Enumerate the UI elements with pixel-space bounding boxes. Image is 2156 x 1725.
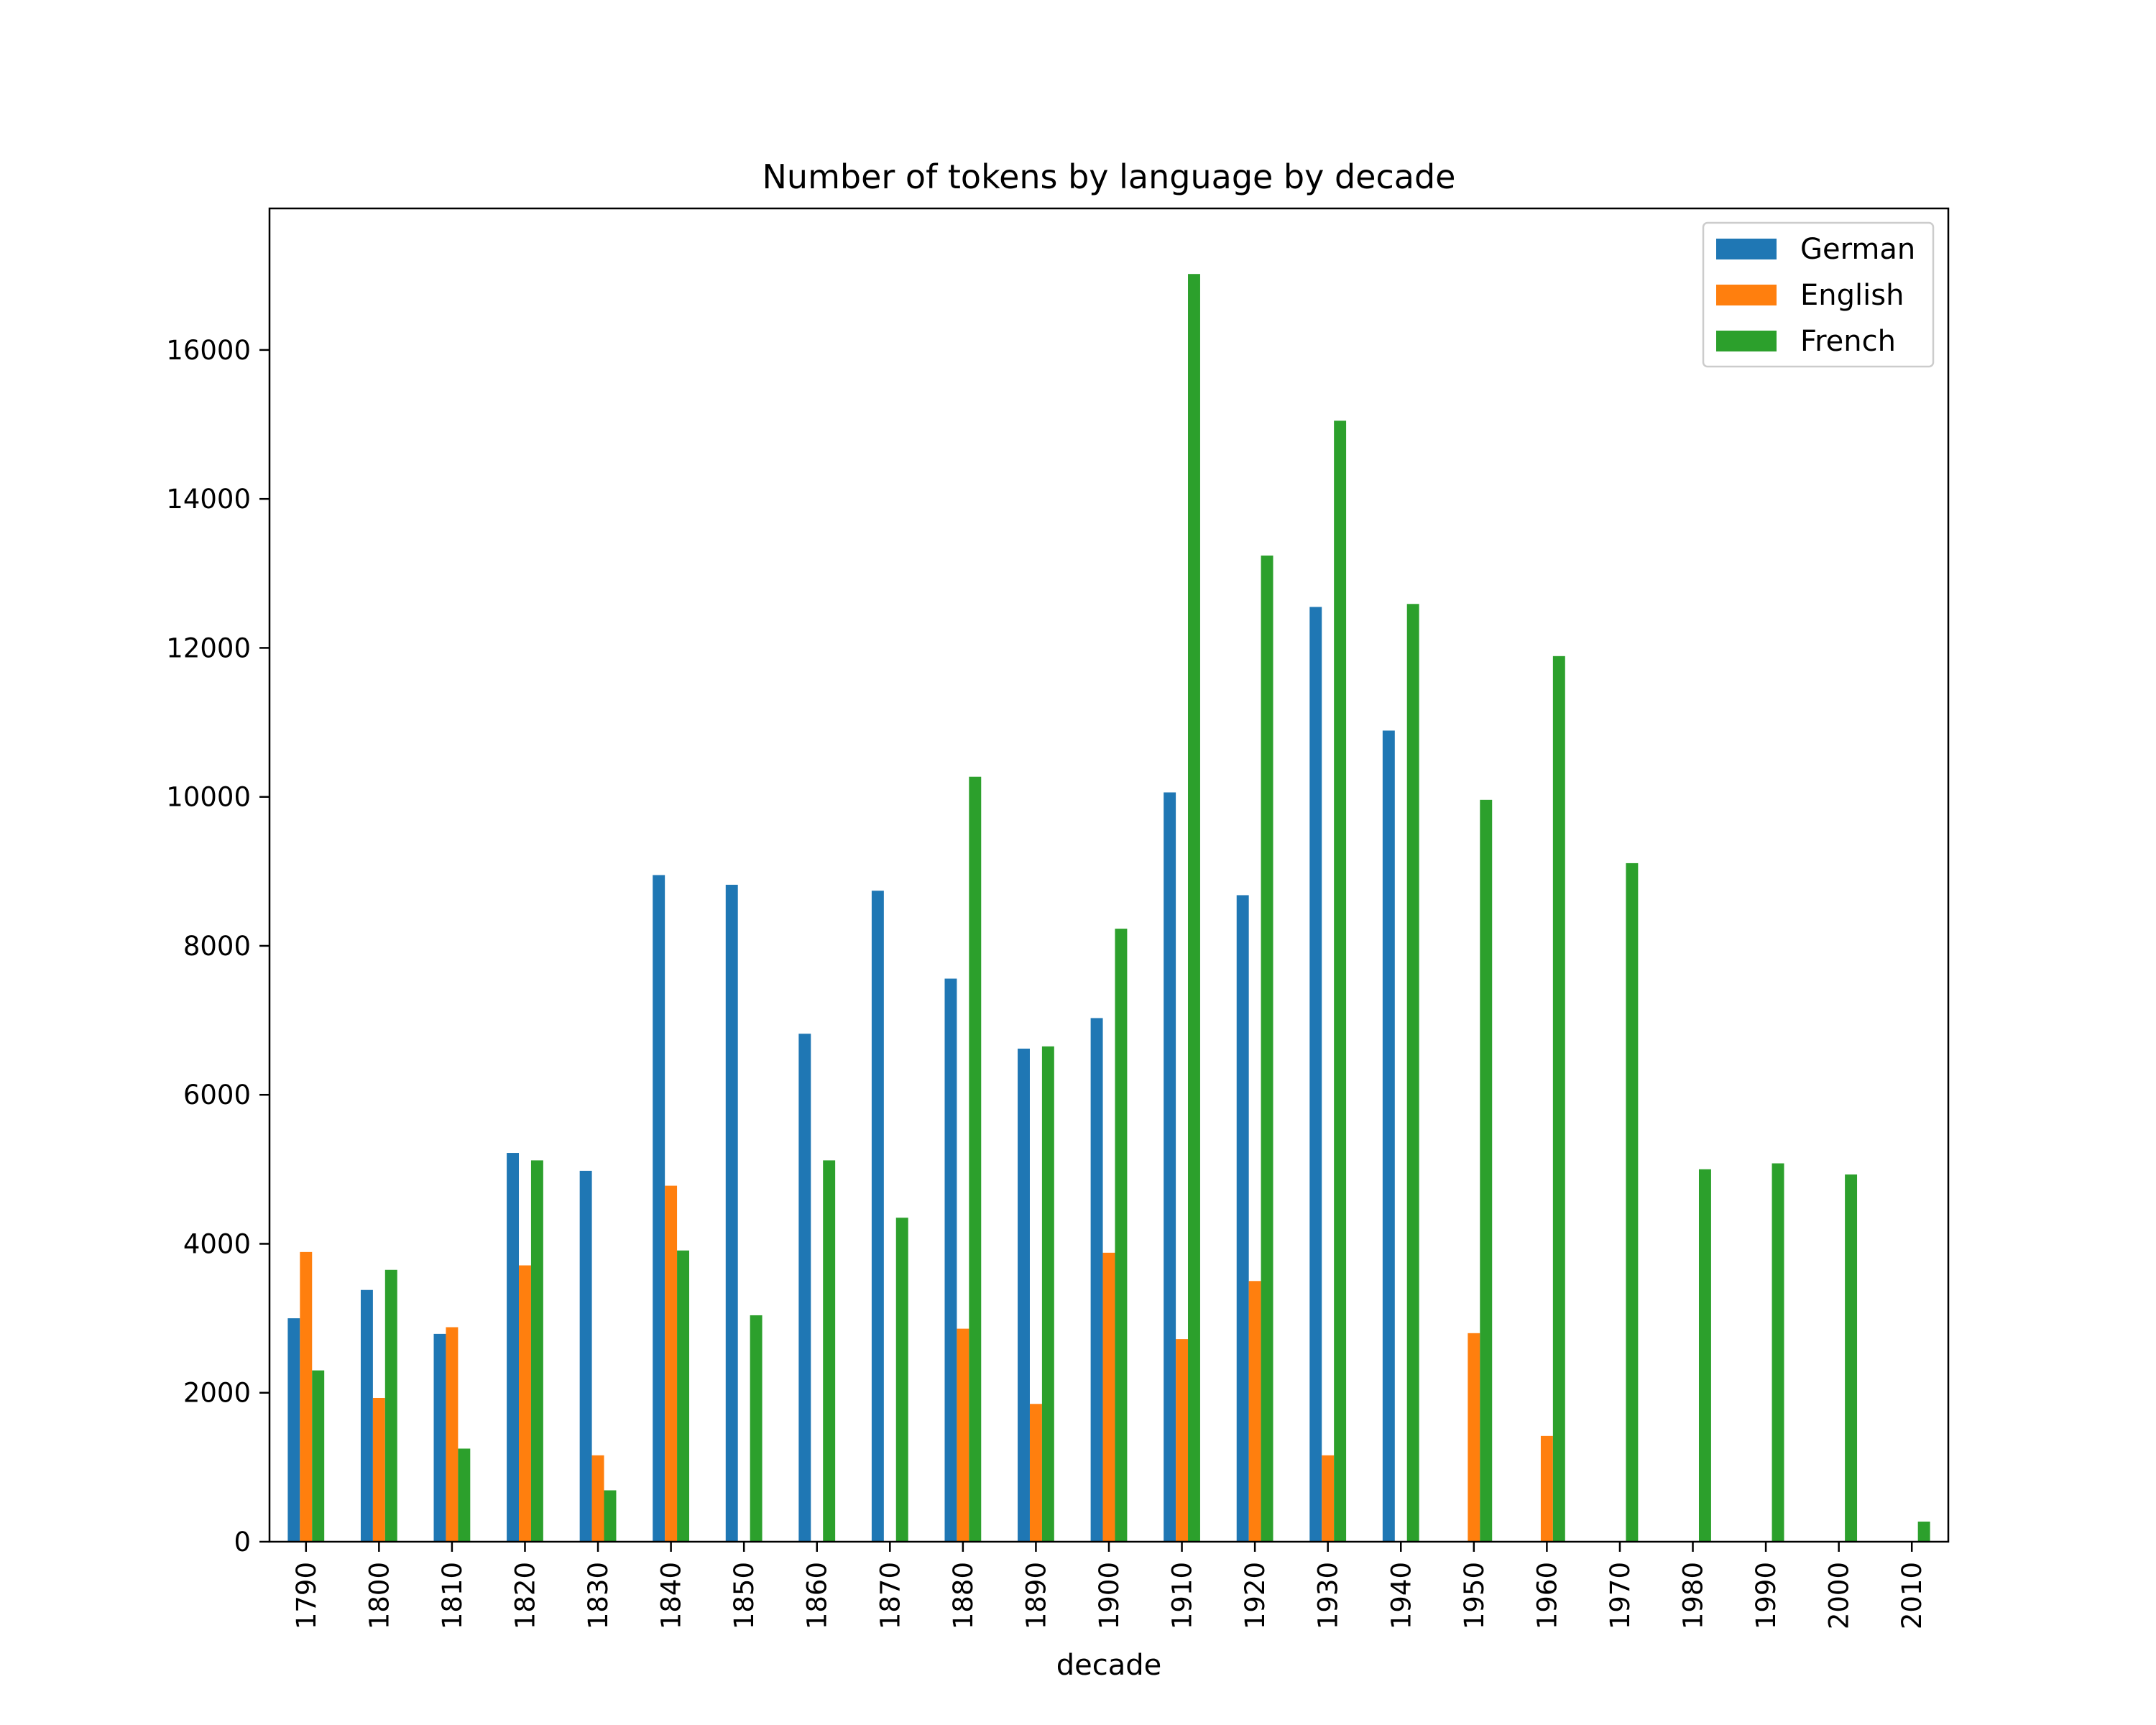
x-tick-label-1910: 1910: [1167, 1562, 1198, 1629]
bar-french-1980: [1698, 1169, 1711, 1542]
bar-english-1950: [1468, 1333, 1480, 1542]
y-tick-label-6000: 6000: [183, 1080, 251, 1110]
x-tick-label-1950: 1950: [1459, 1562, 1490, 1629]
legend-swatch-french: [1716, 331, 1777, 351]
bar-french-1950: [1480, 799, 1493, 1542]
bar-french-1820: [530, 1160, 543, 1542]
bar-english-1960: [1540, 1435, 1553, 1542]
bar-german-1940: [1382, 730, 1395, 1542]
bar-german-1900: [1090, 1018, 1103, 1542]
x-tick-label-1820: 1820: [510, 1562, 541, 1629]
chart-title: Number of tokens by language by decade: [763, 157, 1456, 196]
x-tick-label-1890: 1890: [1021, 1562, 1051, 1629]
x-tick-label-1870: 1870: [875, 1562, 906, 1629]
y-tick-label-4000: 4000: [183, 1228, 251, 1259]
x-tick-label-1850: 1850: [729, 1562, 760, 1629]
bar-french-1860: [823, 1160, 836, 1542]
bar-french-1810: [458, 1448, 471, 1542]
x-axis: 1790 1800 1810 1820 1830 1840 1850 1860 1870 1880…: [291, 1542, 1927, 1629]
legend-label-german: German: [1800, 233, 1915, 266]
bar-german-1860: [798, 1034, 811, 1542]
x-tick-label-1990: 1990: [1751, 1562, 1782, 1629]
bar-english-1810: [446, 1327, 459, 1542]
x-tick-label-1840: 1840: [656, 1562, 687, 1629]
x-tick-label-1960: 1960: [1531, 1562, 1562, 1629]
legend-swatch-english: [1716, 285, 1777, 305]
legend-label-english: English: [1800, 279, 1904, 312]
bar-english-1930: [1322, 1455, 1335, 1542]
legend: German English French: [1702, 221, 1935, 368]
x-tick-label-1970: 1970: [1605, 1562, 1636, 1629]
bar-french-1960: [1552, 656, 1565, 1542]
bar-german-1800: [360, 1289, 373, 1542]
bar-german-1890: [1018, 1048, 1030, 1542]
bar-french-1990: [1772, 1163, 1784, 1542]
bar-french-2010: [1917, 1522, 1930, 1542]
bar-french-1940: [1406, 604, 1419, 1542]
bar-german-1910: [1164, 792, 1176, 1542]
x-tick-label-1810: 1810: [437, 1562, 468, 1629]
bar-german-1930: [1309, 607, 1322, 1542]
bar-english-1920: [1248, 1281, 1261, 1542]
bar-german-1880: [944, 978, 957, 1542]
bar-french-1880: [969, 776, 982, 1542]
bar-french-1840: [677, 1250, 689, 1542]
x-tick-label-2000: 2000: [1824, 1562, 1855, 1629]
bar-english-1890: [1029, 1404, 1042, 1542]
bar-french-1920: [1261, 555, 1273, 1542]
y-tick-label-12000: 12000: [166, 632, 251, 663]
bar-english-1840: [665, 1185, 678, 1542]
bar-german-1810: [433, 1333, 446, 1542]
bar-german-1920: [1236, 895, 1249, 1542]
x-tick-label-1930: 1930: [1313, 1562, 1344, 1629]
bar-german-1870: [871, 891, 884, 1542]
bar-french-1790: [312, 1370, 325, 1542]
bar-french-1890: [1041, 1046, 1054, 1542]
x-tick-label-1980: 1980: [1678, 1562, 1709, 1629]
x-tick-label-2010: 2010: [1897, 1562, 1927, 1629]
bar-french-1930: [1334, 420, 1347, 1542]
y-tick-label-16000: 16000: [166, 335, 251, 366]
bar-english-1910: [1176, 1339, 1189, 1542]
y-tick-label-10000: 10000: [166, 782, 251, 813]
bar-french-1850: [750, 1315, 763, 1542]
bar-english-1820: [519, 1265, 531, 1542]
x-tick-label-1920: 1920: [1240, 1562, 1271, 1629]
x-tick-label-1880: 1880: [948, 1562, 979, 1629]
bar-english-1800: [372, 1397, 385, 1542]
bar-german-1830: [579, 1170, 592, 1542]
bar-german-1820: [507, 1153, 520, 1542]
x-axis-title: decade: [1056, 1649, 1162, 1682]
y-tick-label-0: 0: [234, 1527, 251, 1558]
legend-label-french: French: [1800, 325, 1896, 358]
y-tick-label-14000: 14000: [166, 484, 251, 515]
y-axis: 0 2000 4000 6000 8000 10000 12000 14000 16000: [166, 335, 270, 1558]
bar-english-1830: [591, 1455, 604, 1542]
bars-group: [287, 274, 1930, 1542]
bar-french-2000: [1845, 1174, 1858, 1542]
x-tick-label-1800: 1800: [364, 1562, 395, 1629]
y-tick-label-2000: 2000: [183, 1378, 251, 1409]
legend-swatch-german: [1716, 239, 1777, 259]
bar-english-1790: [300, 1251, 313, 1542]
bar-french-1910: [1188, 274, 1200, 1542]
y-tick-label-8000: 8000: [183, 931, 251, 962]
bar-english-1900: [1102, 1252, 1115, 1542]
bar-french-1800: [384, 1269, 397, 1542]
x-tick-label-1900: 1900: [1094, 1562, 1125, 1629]
bar-german-1790: [287, 1318, 300, 1542]
x-tick-label-1830: 1830: [583, 1562, 614, 1629]
x-tick-label-1940: 1940: [1386, 1562, 1416, 1629]
bar-french-1830: [604, 1490, 617, 1542]
bar-german-1850: [725, 884, 738, 1542]
x-tick-label-1860: 1860: [802, 1562, 833, 1629]
bar-french-1900: [1115, 929, 1128, 1542]
bar-german-1840: [653, 875, 665, 1542]
x-tick-label-1790: 1790: [291, 1562, 322, 1629]
bar-french-1970: [1626, 862, 1639, 1542]
bar-french-1870: [895, 1218, 908, 1542]
bar-english-1880: [957, 1328, 969, 1542]
